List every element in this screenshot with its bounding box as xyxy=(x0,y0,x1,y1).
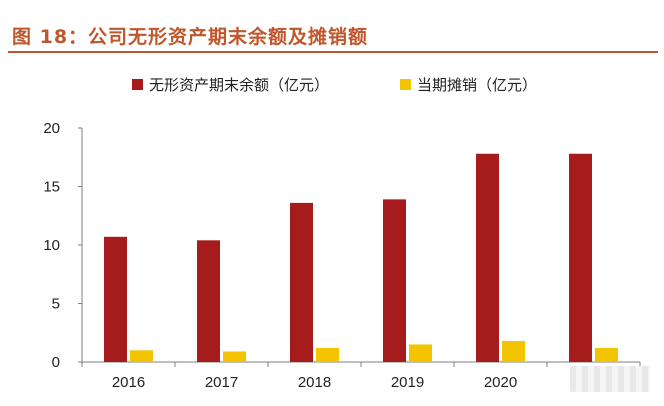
y-tick-label: 5 xyxy=(52,296,60,313)
bar-balance-2019 xyxy=(383,199,406,362)
y-tick-label: 10 xyxy=(43,237,60,254)
bar-balance-2016 xyxy=(104,236,127,362)
bar-amortization-2020 xyxy=(502,340,525,362)
bar-balance-2021 xyxy=(569,153,592,362)
bar-amortization-2019 xyxy=(409,344,432,362)
y-tick-label: 20 xyxy=(43,120,60,137)
x-tick-label: 2019 xyxy=(391,374,424,391)
legend-swatch xyxy=(132,79,143,90)
legend-label: 当期摊销（亿元） xyxy=(417,76,537,94)
x-tick-label: 2016 xyxy=(112,374,145,391)
legend-label: 无形资产期末余额（亿元） xyxy=(149,76,329,94)
x-tick-label: 2018 xyxy=(298,374,331,391)
y-tick-label: 15 xyxy=(43,179,60,196)
x-tick-label: 2017 xyxy=(205,374,238,391)
legend-swatch xyxy=(400,79,411,90)
bar-balance-2020 xyxy=(476,153,499,362)
figure-title: 图 18：公司无形资产期末余额及摊销额 xyxy=(12,26,369,48)
y-tick-label: 0 xyxy=(52,354,60,371)
x-tick-label: 2020 xyxy=(484,374,517,391)
bar-amortization-2016 xyxy=(130,350,153,362)
bar-amortization-2018 xyxy=(316,347,339,362)
title-divider xyxy=(8,51,658,53)
watermark xyxy=(570,366,650,392)
bar-balance-2018 xyxy=(290,202,313,362)
bar-amortization-2017 xyxy=(223,351,246,362)
bar-amortization-2021 xyxy=(595,347,618,362)
bar-balance-2017 xyxy=(197,240,220,362)
figure-header: 图 18：公司无形资产期末余额及摊销额 xyxy=(0,0,664,53)
